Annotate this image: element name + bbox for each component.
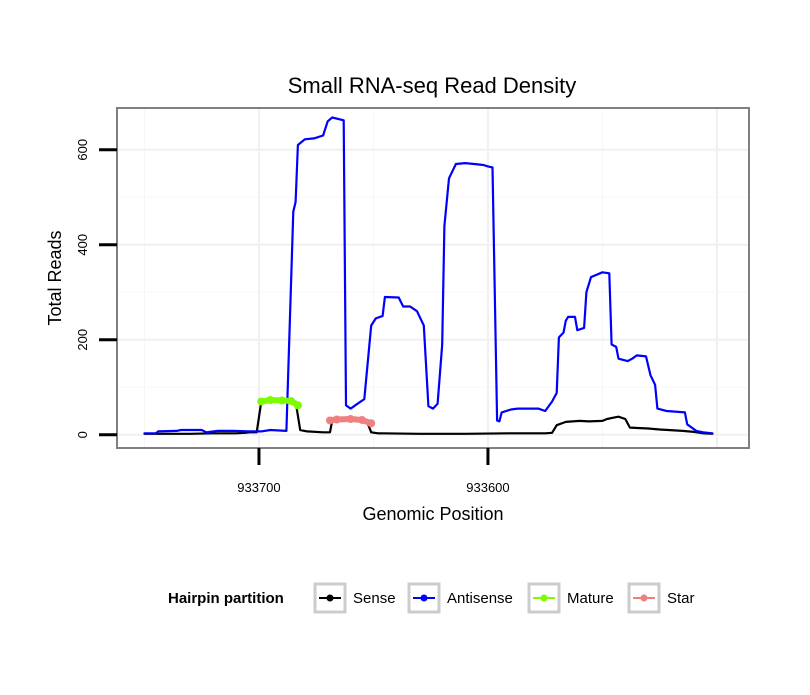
legend-item-sense: Sense bbox=[313, 582, 396, 614]
series-line-antisense bbox=[143, 116, 714, 435]
grid bbox=[117, 108, 749, 448]
legend-title: Hairpin partition bbox=[168, 590, 284, 607]
legend-label: Star bbox=[667, 590, 695, 607]
series-point-mature bbox=[257, 397, 266, 406]
x-tick-label: 933600 bbox=[466, 480, 509, 495]
legend-label: Sense bbox=[353, 590, 396, 607]
y-axis: 0 200 400 600 bbox=[75, 139, 117, 438]
legend-item-antisense: Antisense bbox=[407, 582, 513, 614]
chart-title: Small RNA-seq Read Density bbox=[288, 73, 577, 98]
legend-item-mature: Mature bbox=[527, 582, 614, 614]
series-point-mature bbox=[287, 396, 296, 405]
y-tick-label: 0 bbox=[75, 431, 90, 438]
legend-key-marker bbox=[420, 594, 428, 602]
x-axis: 933700 933600 bbox=[237, 448, 510, 495]
series-point-mature bbox=[277, 396, 286, 405]
y-tick-label: 400 bbox=[75, 234, 90, 256]
x-axis-label: Genomic Position bbox=[362, 504, 503, 524]
series-point-mature bbox=[293, 401, 302, 410]
x-tick-label: 933700 bbox=[237, 480, 280, 495]
y-tick-label: 200 bbox=[75, 329, 90, 351]
series-point-star bbox=[325, 416, 334, 425]
legend-label: Mature bbox=[567, 590, 614, 607]
series-point-mature bbox=[266, 396, 275, 405]
series-point-star bbox=[367, 419, 376, 428]
series-point-star bbox=[358, 415, 367, 424]
series-layer bbox=[143, 116, 714, 435]
legend-key-marker bbox=[540, 594, 548, 602]
legend-key-marker bbox=[326, 594, 334, 602]
y-tick-label: 600 bbox=[75, 139, 90, 161]
series-point-star bbox=[346, 415, 355, 424]
legend-item-star: Star bbox=[627, 582, 695, 614]
y-axis-label: Total Reads bbox=[45, 230, 65, 325]
legend: Hairpin partition Sense Antisense Mature St… bbox=[168, 582, 695, 614]
series-point-star bbox=[332, 415, 341, 424]
legend-label: Antisense bbox=[447, 590, 513, 607]
plot-border bbox=[116, 107, 750, 449]
legend-key-marker bbox=[640, 594, 648, 602]
